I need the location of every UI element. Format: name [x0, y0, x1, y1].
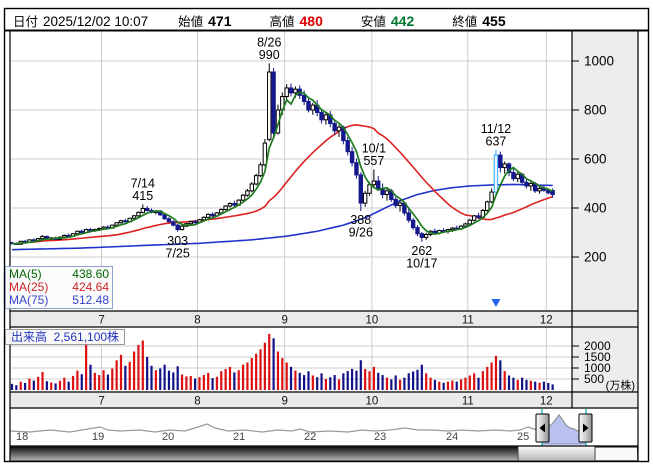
svg-text:557: 557 — [363, 154, 384, 168]
navigator: 18 19 20 21 22 23 24 25 — [9, 409, 593, 446]
svg-text:200: 200 — [584, 250, 607, 265]
svg-text:9: 9 — [281, 315, 287, 327]
svg-text:303: 303 — [167, 234, 188, 248]
svg-text:10/17: 10/17 — [406, 256, 437, 270]
svg-text:10/1: 10/1 — [362, 142, 386, 156]
svg-text:7/14: 7/14 — [131, 176, 155, 190]
svg-text:19: 19 — [92, 431, 104, 443]
svg-text:1500: 1500 — [584, 350, 611, 364]
svg-text:10: 10 — [365, 315, 378, 327]
svg-text:10: 10 — [365, 396, 378, 408]
date-value: 2025/12/02 10:07 — [43, 14, 149, 29]
svg-text:1000: 1000 — [584, 54, 614, 69]
svg-text:400: 400 — [584, 201, 607, 216]
svg-text:11/12: 11/12 — [481, 122, 511, 136]
svg-text:18: 18 — [16, 431, 28, 443]
svg-text:22: 22 — [304, 431, 316, 443]
svg-text:1000: 1000 — [584, 361, 611, 375]
svg-text:388: 388 — [350, 213, 371, 227]
ma-legend-row: MA(25) 424.64 — [9, 280, 109, 294]
date-label: 日付 — [13, 15, 39, 29]
svg-text:9/26: 9/26 — [349, 225, 373, 239]
svg-text:8/26: 8/26 — [257, 35, 281, 49]
svg-text:20: 20 — [162, 431, 174, 443]
svg-text:990: 990 — [259, 48, 280, 62]
low-label: 安値 — [360, 15, 386, 29]
ma-legend-row: MA(5) 438.60 — [9, 267, 109, 281]
open-label: 始値 — [178, 15, 204, 29]
svg-text:11: 11 — [462, 315, 474, 327]
svg-text:600: 600 — [584, 152, 607, 167]
svg-text:800: 800 — [584, 103, 607, 118]
volume-legend: 出来高 2,561,100株 — [5, 329, 126, 345]
svg-text:415: 415 — [132, 189, 153, 203]
svg-text:23: 23 — [374, 431, 386, 443]
svg-text:24: 24 — [446, 431, 458, 443]
scroll-right-icon — [583, 423, 589, 433]
ohlc-header: 日付 2025/12/02 10:07 始値 471 高値 480 安値 442 終値 455 — [13, 11, 506, 30]
svg-text:8: 8 — [194, 396, 200, 408]
high-label: 高値 — [269, 15, 295, 29]
svg-text:25: 25 — [517, 431, 529, 443]
close-label: 終値 — [452, 15, 478, 29]
svg-text:(万株): (万株) — [606, 378, 635, 392]
ma-legend-row: MA(75) 512.48 — [9, 293, 109, 307]
scroll-left-icon — [539, 423, 545, 433]
svg-text:12: 12 — [540, 315, 553, 327]
svg-text:7: 7 — [98, 315, 104, 327]
close-value: 455 — [482, 13, 506, 29]
svg-text:500: 500 — [584, 372, 604, 386]
svg-text:2000: 2000 — [584, 339, 611, 353]
signal-triangle-marker — [491, 299, 501, 307]
svg-text:7: 7 — [98, 396, 104, 408]
scrollbar-handle[interactable] — [517, 445, 596, 462]
high-value: 480 — [299, 13, 323, 29]
svg-text:8: 8 — [194, 315, 200, 327]
volume-pane — [10, 333, 554, 390]
svg-text:21: 21 — [233, 431, 245, 443]
low-value: 442 — [390, 13, 415, 29]
ma-legend: MA(5) 438.60 MA(25) 424.64 MA(75) 512.48 — [5, 266, 113, 309]
svg-text:9: 9 — [281, 396, 287, 408]
svg-text:637: 637 — [486, 134, 507, 148]
svg-text:12: 12 — [540, 396, 553, 408]
svg-text:7/25: 7/25 — [166, 246, 190, 260]
scrollbar — [9, 445, 639, 462]
svg-text:11: 11 — [462, 396, 474, 408]
svg-text:262: 262 — [411, 244, 432, 258]
candlestick-pane — [9, 63, 555, 246]
open-value: 471 — [208, 13, 232, 29]
